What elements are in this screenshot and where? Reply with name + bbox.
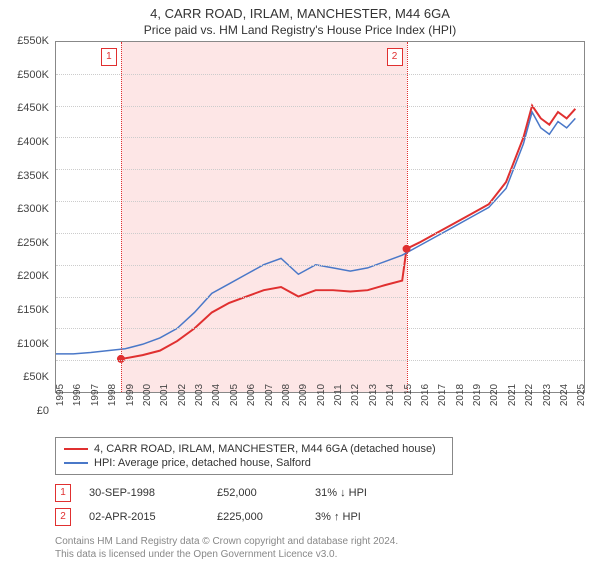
x-tick-label: 2021	[507, 384, 518, 406]
sale-marker-line	[407, 42, 408, 392]
y-tick-label: £400K	[17, 136, 55, 148]
gridline	[56, 297, 584, 298]
chart-title: 4, CARR ROAD, IRLAM, MANCHESTER, M44 6GA	[0, 0, 600, 21]
sale-marker-box: 2	[387, 48, 403, 66]
x-tick-label: 2005	[229, 384, 240, 406]
sale-diff: 31% ↓ HPI	[315, 487, 367, 499]
y-tick-label: £450K	[17, 102, 55, 114]
sale-marker-box: 1	[101, 48, 117, 66]
gridline	[56, 169, 584, 170]
y-tick-label: £350K	[17, 170, 55, 182]
legend-swatch	[64, 448, 88, 450]
gridline	[56, 137, 584, 138]
sale-diff: 3% ↑ HPI	[315, 511, 361, 523]
footer-attribution: Contains HM Land Registry data © Crown c…	[55, 535, 570, 561]
y-tick-label: £550K	[17, 35, 55, 47]
footer-line: This data is licensed under the Open Gov…	[55, 548, 570, 561]
legend-label: 4, CARR ROAD, IRLAM, MANCHESTER, M44 6GA…	[94, 443, 436, 455]
x-tick-label: 2025	[576, 384, 587, 406]
legend-row: 4, CARR ROAD, IRLAM, MANCHESTER, M44 6GA…	[64, 442, 444, 456]
plot-region: 12	[55, 41, 585, 393]
sale-date: 02-APR-2015	[89, 511, 199, 523]
x-tick-label: 2022	[524, 384, 535, 406]
x-tick-label: 2008	[281, 384, 292, 406]
x-tick-label: 2001	[159, 384, 170, 406]
x-tick-label: 2000	[142, 384, 153, 406]
x-tick-label: 2012	[350, 384, 361, 406]
gridline	[56, 360, 584, 361]
chart-area: 12 1995199619971998199920002001200220032…	[55, 41, 585, 411]
sales-table: 1 30-SEP-1998 £52,000 31% ↓ HPI 2 02-APR-2015…	[55, 481, 570, 529]
legend-swatch	[64, 462, 88, 464]
sale-date: 30-SEP-1998	[89, 487, 199, 499]
x-tick-label: 2016	[420, 384, 431, 406]
chart-container: 4, CARR ROAD, IRLAM, MANCHESTER, M44 6GA…	[0, 0, 600, 560]
y-tick-label: £200K	[17, 270, 55, 282]
gridline	[56, 106, 584, 107]
y-tick-label: £150K	[17, 304, 55, 316]
x-tick-label: 2014	[385, 384, 396, 406]
y-tick-label: £250K	[17, 237, 55, 249]
footer-line: Contains HM Land Registry data © Crown c…	[55, 535, 570, 548]
x-axis-labels: 1995199619971998199920002001200220032004…	[55, 393, 585, 411]
x-tick-label: 2013	[368, 384, 379, 406]
y-tick-label: £50K	[23, 371, 55, 383]
gridline	[56, 74, 584, 75]
sale-price: £225,000	[217, 511, 297, 523]
sale-price: £52,000	[217, 487, 297, 499]
sale-row: 1 30-SEP-1998 £52,000 31% ↓ HPI	[55, 481, 570, 505]
x-tick-label: 2004	[211, 384, 222, 406]
x-tick-label: 2010	[316, 384, 327, 406]
y-tick-label: £300K	[17, 203, 55, 215]
gridline	[56, 201, 584, 202]
x-tick-label: 2024	[559, 384, 570, 406]
y-tick-label: £100K	[17, 338, 55, 350]
x-tick-label: 2015	[403, 384, 414, 406]
x-tick-label: 1997	[90, 384, 101, 406]
x-tick-label: 2019	[472, 384, 483, 406]
x-tick-label: 1999	[125, 384, 136, 406]
sale-marker-line	[121, 42, 122, 392]
line-chart-svg	[56, 42, 584, 392]
gridline	[56, 265, 584, 266]
gridline	[56, 233, 584, 234]
x-tick-label: 2007	[264, 384, 275, 406]
gridline	[56, 328, 584, 329]
x-tick-label: 2023	[542, 384, 553, 406]
x-tick-label: 1998	[107, 384, 118, 406]
x-tick-label: 2020	[489, 384, 500, 406]
legend-box: 4, CARR ROAD, IRLAM, MANCHESTER, M44 6GA…	[55, 437, 453, 475]
sale-id-box: 1	[55, 484, 71, 502]
sale-row: 2 02-APR-2015 £225,000 3% ↑ HPI	[55, 505, 570, 529]
x-tick-label: 1995	[55, 384, 66, 406]
legend-row: HPI: Average price, detached house, Salf…	[64, 456, 444, 470]
x-tick-label: 2018	[455, 384, 466, 406]
x-tick-label: 2011	[333, 384, 344, 406]
legend-label: HPI: Average price, detached house, Salf…	[94, 457, 311, 469]
y-tick-label: £500K	[17, 69, 55, 81]
sale-id-box: 2	[55, 508, 71, 526]
x-tick-label: 2017	[437, 384, 448, 406]
x-tick-label: 2009	[298, 384, 309, 406]
x-tick-label: 2002	[177, 384, 188, 406]
x-tick-label: 1996	[72, 384, 83, 406]
x-tick-label: 2006	[246, 384, 257, 406]
y-tick-label: £0	[37, 405, 55, 417]
chart-subtitle: Price paid vs. HM Land Registry's House …	[0, 21, 600, 41]
x-tick-label: 2003	[194, 384, 205, 406]
